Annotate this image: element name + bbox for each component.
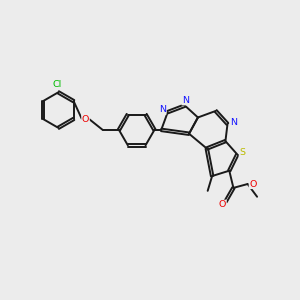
Text: O: O: [249, 179, 256, 188]
Text: O: O: [219, 200, 226, 209]
Text: N: N: [182, 96, 189, 105]
Text: N: N: [159, 105, 166, 114]
Text: N: N: [230, 118, 237, 127]
Text: S: S: [239, 148, 245, 157]
Text: Cl: Cl: [52, 80, 62, 88]
Text: O: O: [82, 115, 89, 124]
